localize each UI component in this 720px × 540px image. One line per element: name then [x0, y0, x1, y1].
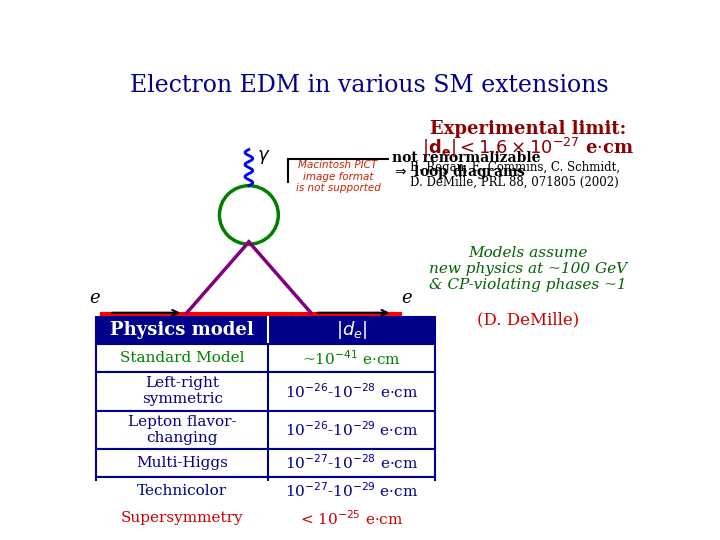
Text: Lepton flavor-
changing: Lepton flavor- changing: [128, 415, 237, 445]
Text: Models assume
new physics at ~100 GeV
& CP-violating phases ~1: Models assume new physics at ~100 GeV & …: [429, 246, 627, 292]
Text: B. Regan, E. Commins, C. Schmidt,
D. DeMille, PRL 88, 071805 (2002): B. Regan, E. Commins, C. Schmidt, D. DeM…: [410, 161, 620, 189]
Text: 10$^{-26}$-10$^{-28}$ e·cm: 10$^{-26}$-10$^{-28}$ e·cm: [285, 382, 418, 401]
Text: (D. DeMille): (D. DeMille): [477, 311, 579, 328]
Text: Multi-Higgs: Multi-Higgs: [136, 456, 228, 470]
Text: Physics model: Physics model: [110, 321, 254, 340]
Text: ~10$^{-41}$ e·cm: ~10$^{-41}$ e·cm: [302, 349, 401, 368]
Text: not renormalizable: not renormalizable: [392, 151, 541, 165]
Bar: [96, 477, 435, 504]
Text: $\gamma$: $\gamma$: [256, 148, 270, 166]
Text: 10$^{-27}$-10$^{-29}$ e·cm: 10$^{-27}$-10$^{-29}$ e·cm: [285, 481, 418, 500]
Text: Supersymmetry: Supersymmetry: [121, 511, 243, 525]
Bar: [96, 316, 435, 345]
Bar: [96, 504, 435, 532]
Text: Electron EDM in various SM extensions: Electron EDM in various SM extensions: [130, 74, 608, 97]
Text: Experimental limit:: Experimental limit:: [430, 120, 626, 138]
Text: Macintosh PICT
image format
is not supported: Macintosh PICT image format is not suppo…: [296, 160, 380, 193]
Bar: [96, 410, 435, 449]
Text: < 10$^{-25}$ e·cm: < 10$^{-25}$ e·cm: [300, 509, 403, 528]
Text: 10$^{-26}$-10$^{-29}$ e·cm: 10$^{-26}$-10$^{-29}$ e·cm: [285, 421, 418, 439]
Text: $|\mathbf{d_e}| < 1.6\times10^{-27}$ e$\cdot$cm: $|\mathbf{d_e}| < 1.6\times10^{-27}$ e$\…: [422, 136, 634, 160]
Text: $|d_e|$: $|d_e|$: [336, 320, 367, 341]
Text: $\Rightarrow$ loop diagrams: $\Rightarrow$ loop diagrams: [392, 164, 526, 181]
Bar: [96, 449, 435, 477]
Text: 10$^{-27}$-10$^{-28}$ e·cm: 10$^{-27}$-10$^{-28}$ e·cm: [285, 454, 418, 472]
Text: e: e: [89, 288, 100, 307]
Text: e: e: [402, 288, 412, 307]
Text: Left-right
symmetric: Left-right symmetric: [142, 376, 222, 407]
Bar: [96, 372, 435, 410]
Bar: [96, 345, 435, 372]
Text: Technicolor: Technicolor: [138, 484, 228, 498]
Text: Standard Model: Standard Model: [120, 351, 245, 365]
